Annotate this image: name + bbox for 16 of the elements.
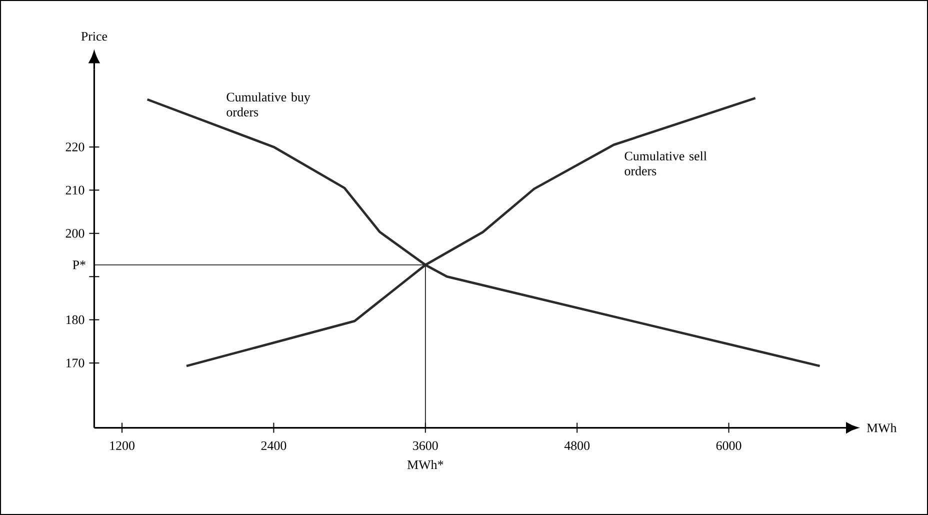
y-tick-label: 220 [66, 142, 84, 152]
y-tick-label: 170 [66, 358, 84, 368]
y-tick-label: 200 [66, 229, 84, 238]
x-axis-title: MWh [866, 423, 897, 432]
series-label: Cumulative buy orders [226, 92, 310, 116]
x-tick-label: 6000 [716, 441, 742, 450]
series-label: Cumulative sell orders [624, 151, 707, 176]
x-tick-label: 3600 [413, 441, 438, 450]
ref-line-label: P* [72, 260, 86, 270]
x-tick-label: 2400 [261, 441, 286, 450]
x-tick-label: 4800 [564, 441, 590, 450]
y-tick-label: 180 [66, 315, 84, 324]
y-tick-label: 210 [66, 186, 84, 195]
y-axis-title: Price [81, 32, 108, 41]
ref-line-label: MWh* [407, 460, 444, 470]
x-tick-label: 1200 [110, 441, 134, 450]
